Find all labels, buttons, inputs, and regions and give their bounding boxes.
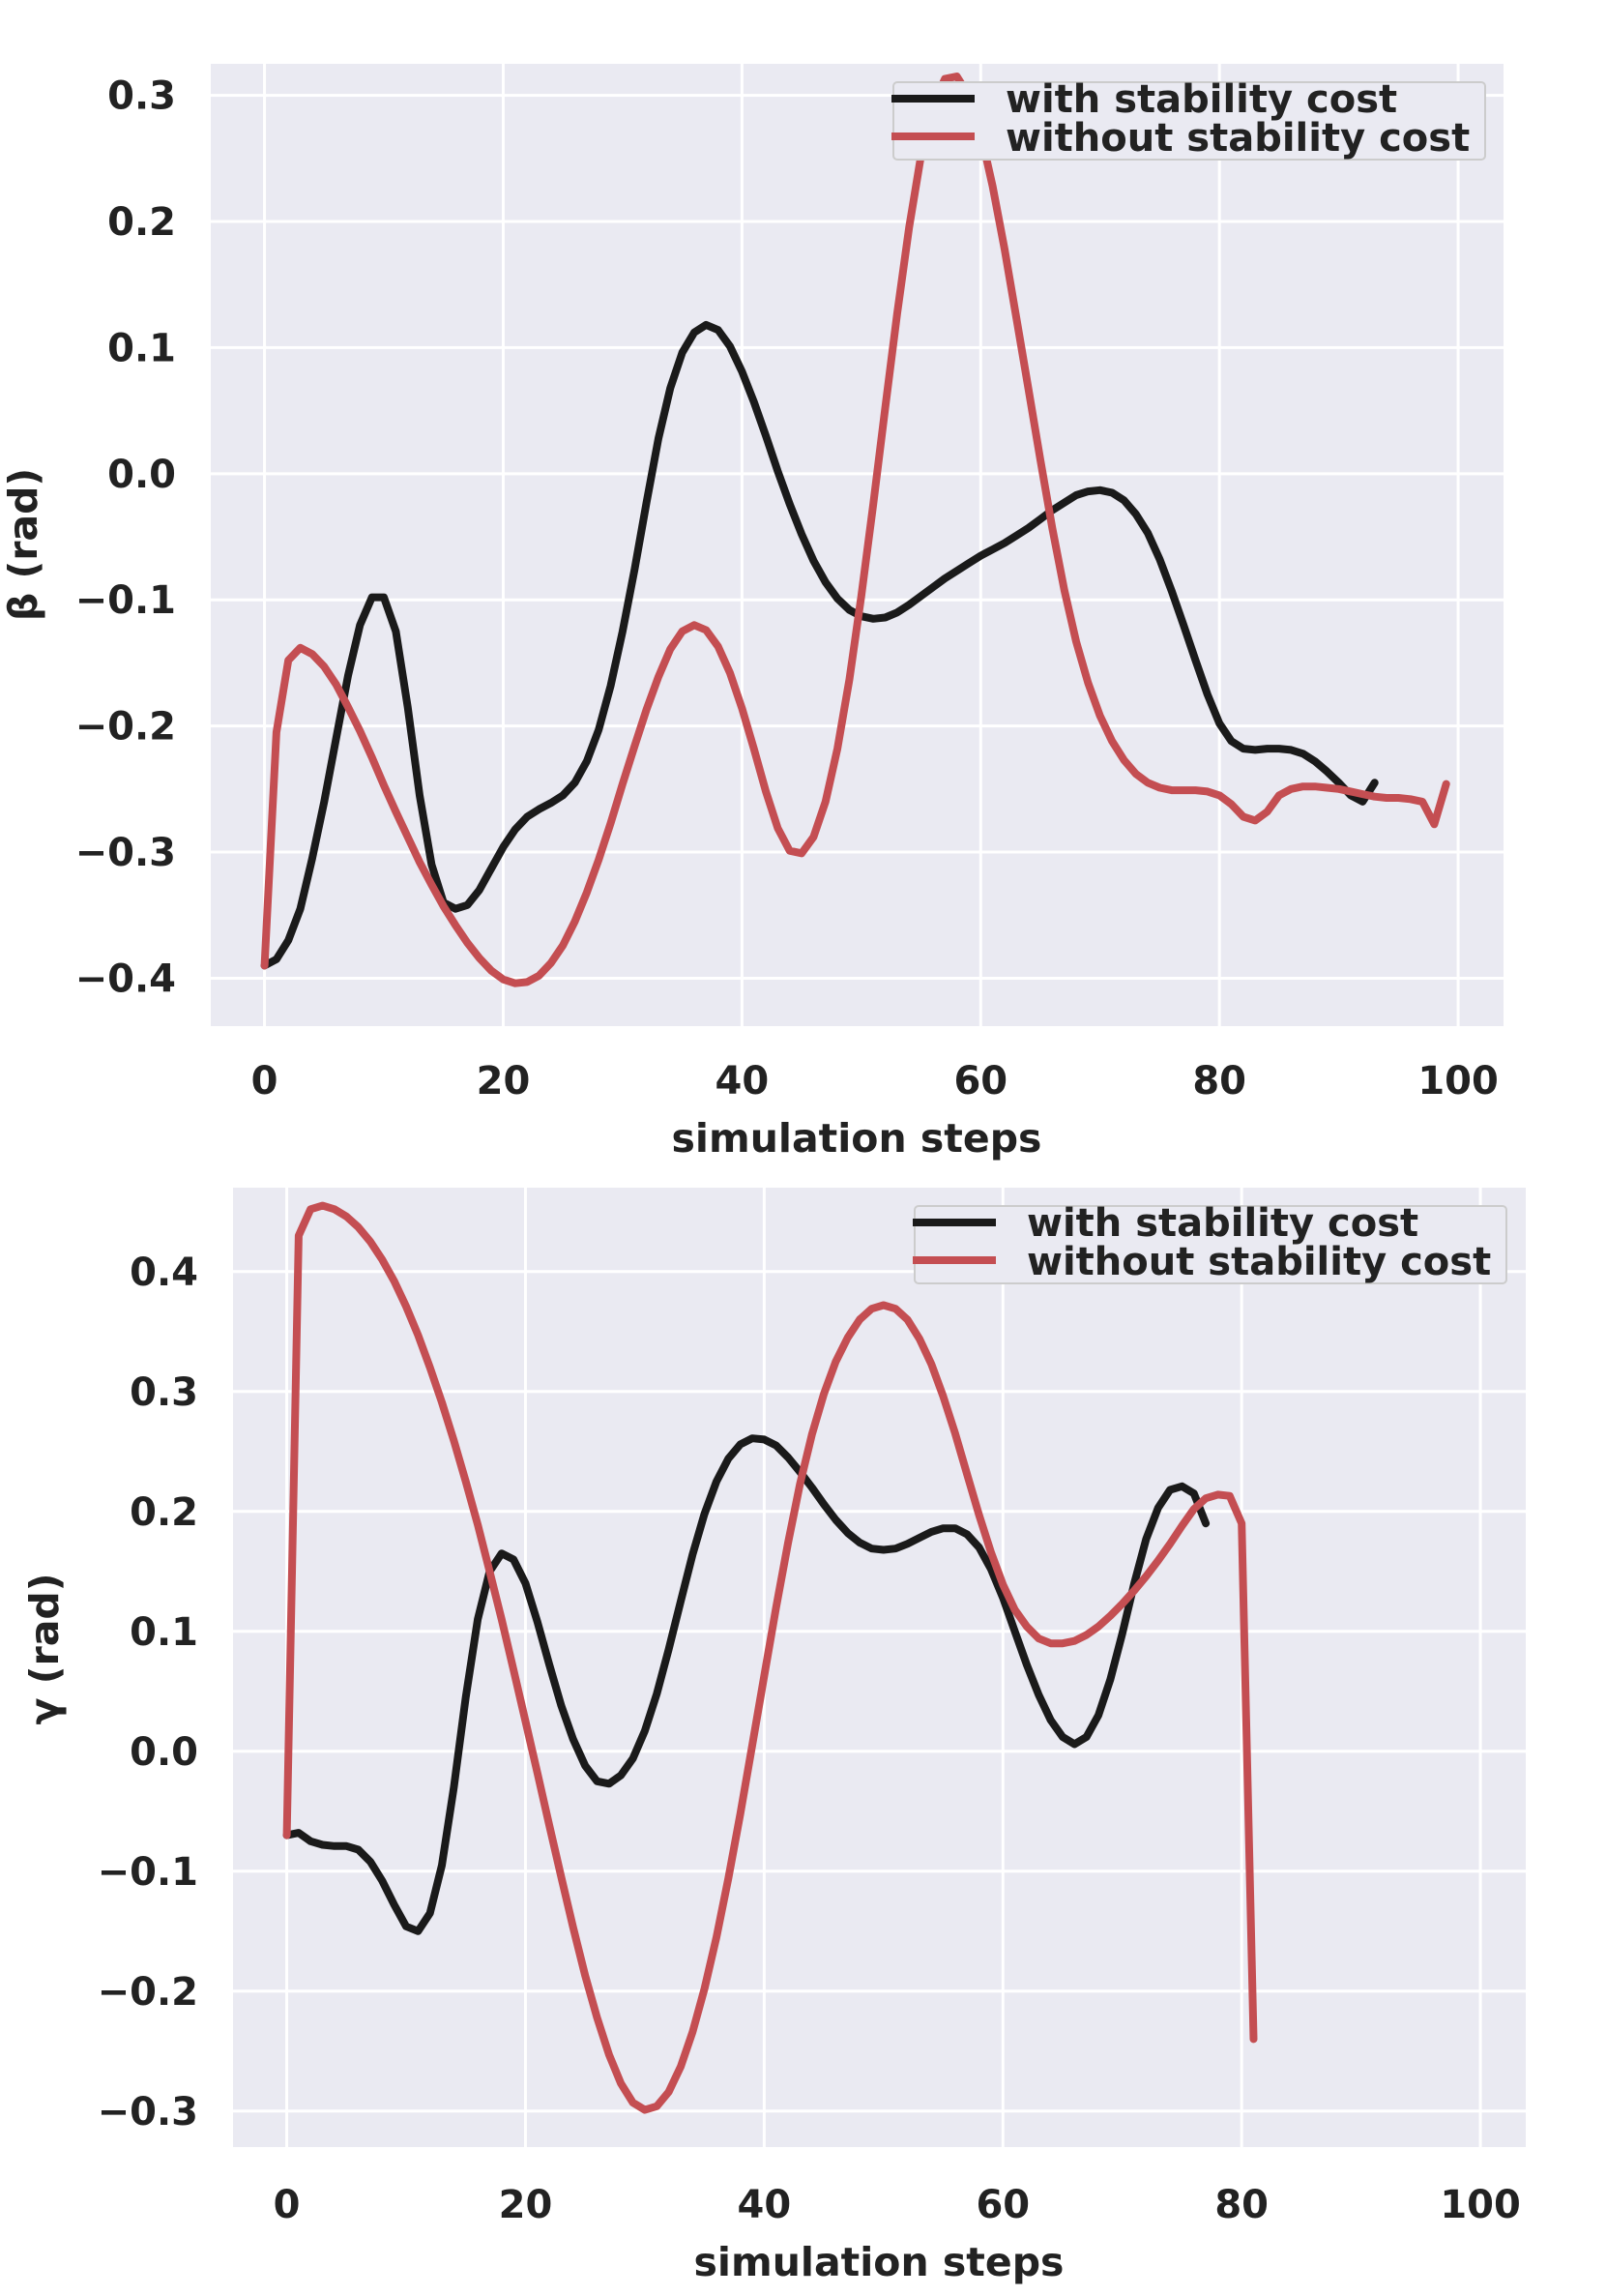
legend-frame bbox=[892, 81, 1486, 161]
legend-label-with: with stability cost bbox=[1027, 1201, 1418, 1246]
y-tick-labels: −0.4 −0.3 −0.2 −0.1 0.0 0.1 0.2 0.3 bbox=[75, 74, 176, 1002]
x-tick-labels: 0 20 40 60 80 100 bbox=[251, 1059, 1499, 1104]
y-tick-label: 0.1 bbox=[107, 326, 176, 370]
x-tick-label: 0 bbox=[274, 2183, 301, 2227]
x-tick-label: 80 bbox=[1192, 1059, 1246, 1104]
y-tick-label: −0.2 bbox=[98, 1970, 198, 2015]
beta-chart: −0.4 −0.3 −0.2 −0.1 0.0 0.1 0.2 0.3 0 20 40 60 80 10… bbox=[0, 64, 1504, 1162]
x-axis-label: simulation steps bbox=[694, 2239, 1065, 2285]
x-axis-label: simulation steps bbox=[672, 1115, 1042, 1162]
y-tick-label: 0.2 bbox=[130, 1490, 198, 1535]
series-line-with-stability-cost bbox=[260, 320, 1379, 970]
y-axis-label: γ (rad) bbox=[21, 1574, 68, 1725]
y-axis-label: β (rad) bbox=[0, 468, 46, 621]
x-tick-label: 40 bbox=[715, 1059, 770, 1104]
x-tick-label: 60 bbox=[953, 1059, 1007, 1104]
x-tick-label: 60 bbox=[976, 2183, 1030, 2227]
x-tick-label: 40 bbox=[738, 2183, 792, 2227]
series-line-without-stability-cost bbox=[282, 1201, 1258, 2114]
y-tick-label: −0.3 bbox=[75, 831, 176, 875]
legend-label-with: with stability cost bbox=[1006, 77, 1397, 122]
y-tick-label: −0.1 bbox=[75, 578, 176, 623]
y-tick-label: 0.3 bbox=[107, 74, 176, 119]
x-tick-label: 80 bbox=[1214, 2183, 1269, 2227]
legend-frame bbox=[914, 1205, 1507, 1284]
series-lines bbox=[282, 1201, 1258, 2114]
series-line-without-stability-cost bbox=[260, 73, 1450, 987]
y-tick-label: 0.0 bbox=[130, 1730, 198, 1775]
legend: with stability cost without stability co… bbox=[891, 77, 1486, 161]
y-tick-label: 0.0 bbox=[107, 453, 176, 497]
y-tick-label: −0.1 bbox=[98, 1850, 198, 1895]
y-tick-label: −0.2 bbox=[75, 705, 176, 750]
series-lines bbox=[260, 73, 1450, 987]
legend-label-without: without stability cost bbox=[1006, 116, 1470, 161]
x-tick-label: 100 bbox=[1440, 2183, 1521, 2227]
x-tick-label: 0 bbox=[251, 1059, 278, 1104]
y-tick-label: 0.1 bbox=[130, 1610, 198, 1655]
y-tick-label: −0.3 bbox=[98, 2090, 198, 2134]
y-tick-label: 0.4 bbox=[130, 1251, 198, 1295]
y-tick-labels: −0.3 −0.2 −0.1 0.0 0.1 0.2 0.3 0.4 bbox=[98, 1251, 198, 2134]
legend: with stability cost without stability co… bbox=[913, 1201, 1507, 1284]
y-tick-label: 0.2 bbox=[107, 200, 176, 245]
series-line-with-stability-cost bbox=[282, 1434, 1211, 1935]
y-tick-label: −0.4 bbox=[75, 957, 176, 1001]
plot-area bbox=[211, 64, 1504, 1026]
plot-area bbox=[233, 1188, 1526, 2147]
gamma-chart: −0.3 −0.2 −0.1 0.0 0.1 0.2 0.3 0.4 0 20 40 60 80 100… bbox=[21, 1188, 1526, 2285]
legend-label-without: without stability cost bbox=[1027, 1240, 1491, 1284]
x-tick-label: 100 bbox=[1417, 1059, 1499, 1104]
x-tick-labels: 0 20 40 60 80 100 bbox=[274, 2183, 1521, 2227]
y-tick-label: 0.3 bbox=[130, 1370, 198, 1415]
x-tick-label: 20 bbox=[499, 2183, 553, 2227]
x-tick-label: 20 bbox=[477, 1059, 531, 1104]
